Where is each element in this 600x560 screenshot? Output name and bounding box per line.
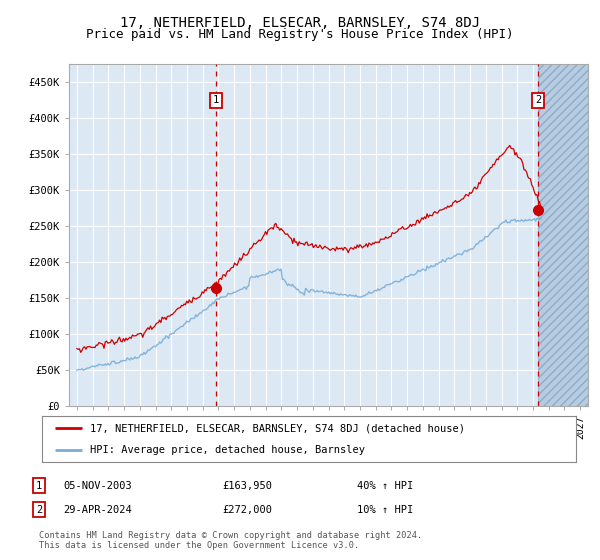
Text: 1: 1 bbox=[213, 95, 219, 105]
Text: HPI: Average price, detached house, Barnsley: HPI: Average price, detached house, Barn… bbox=[90, 445, 365, 455]
Text: 29-APR-2024: 29-APR-2024 bbox=[63, 505, 132, 515]
Text: Contains HM Land Registry data © Crown copyright and database right 2024.
This d: Contains HM Land Registry data © Crown c… bbox=[39, 531, 422, 550]
Text: £272,000: £272,000 bbox=[222, 505, 272, 515]
Text: 17, NETHERFIELD, ELSECAR, BARNSLEY, S74 8DJ: 17, NETHERFIELD, ELSECAR, BARNSLEY, S74 … bbox=[120, 16, 480, 30]
Text: 40% ↑ HPI: 40% ↑ HPI bbox=[357, 480, 413, 491]
Text: Price paid vs. HM Land Registry's House Price Index (HPI): Price paid vs. HM Land Registry's House … bbox=[86, 28, 514, 41]
Text: 2: 2 bbox=[36, 505, 42, 515]
Text: 17, NETHERFIELD, ELSECAR, BARNSLEY, S74 8DJ (detached house): 17, NETHERFIELD, ELSECAR, BARNSLEY, S74 … bbox=[90, 423, 465, 433]
Text: 2: 2 bbox=[535, 95, 541, 105]
Bar bbox=[538, 64, 588, 406]
Text: 05-NOV-2003: 05-NOV-2003 bbox=[63, 480, 132, 491]
Text: 1: 1 bbox=[36, 480, 42, 491]
Text: £163,950: £163,950 bbox=[222, 480, 272, 491]
Text: 10% ↑ HPI: 10% ↑ HPI bbox=[357, 505, 413, 515]
